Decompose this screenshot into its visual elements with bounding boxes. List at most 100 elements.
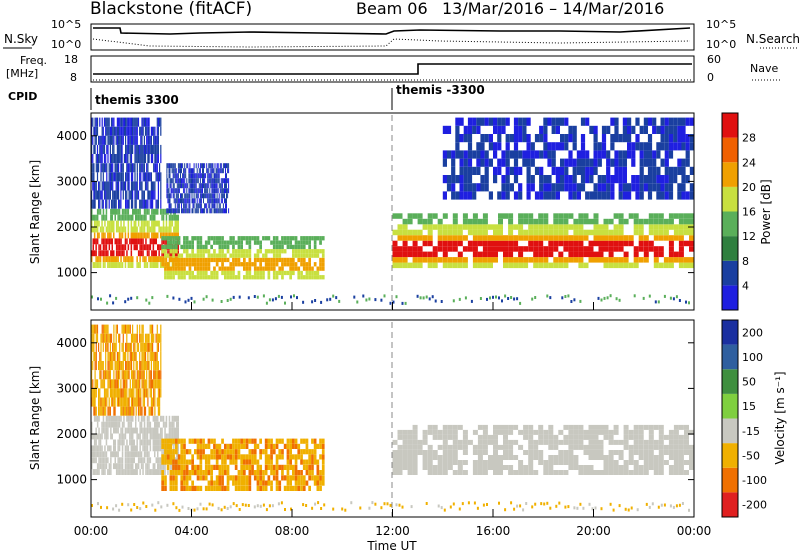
- band-2-cell: [294, 240, 298, 245]
- band-1-cell: [103, 324, 106, 334]
- band-3-cell: [472, 470, 478, 475]
- ground-scatter-cell: [534, 502, 537, 506]
- ground-scatter-cell: [112, 507, 115, 511]
- band-0-cell: [162, 232, 165, 239]
- band-0-cell: [173, 421, 175, 428]
- band-2-cell: [243, 464, 246, 470]
- band-4-cell: [533, 224, 539, 230]
- ground-scatter-cell: [570, 300, 573, 303]
- band-2-cell: [248, 459, 252, 465]
- band-3-cell: [623, 460, 629, 465]
- band-3-cell: [193, 188, 195, 194]
- band-3-cell: [503, 465, 508, 470]
- band-1-cell: [125, 199, 127, 209]
- band-3-cell: [613, 470, 619, 475]
- band-2-cell: [245, 266, 249, 271]
- band-5-cell: [618, 166, 623, 175]
- band-1-cell: [127, 199, 129, 209]
- band-2-cell: [161, 485, 164, 491]
- band-3-cell: [226, 163, 227, 169]
- band-0-cell: [114, 439, 116, 446]
- band-2-cell: [313, 480, 317, 486]
- band-1-cell: [135, 351, 137, 361]
- band-0-cell: [155, 220, 157, 227]
- band-3-cell: [200, 188, 202, 194]
- band-3-cell: [482, 460, 488, 465]
- band-0-cell: [146, 463, 149, 470]
- band-0-cell: [110, 427, 112, 434]
- band-4-cell: [447, 246, 453, 252]
- band-5-cell: [467, 191, 473, 200]
- band-3-cell: [658, 439, 664, 445]
- band-3-cell: [168, 163, 170, 169]
- band-3-cell: [220, 208, 222, 214]
- band-3-cell: [437, 455, 443, 460]
- colorbar-segment: [722, 418, 738, 444]
- colorbar-tick-label: -15: [742, 425, 760, 438]
- band-3-cell: [643, 424, 649, 430]
- band-1-cell: [125, 181, 127, 191]
- band-5-cell: [668, 142, 674, 151]
- search-label: N.Search: [746, 32, 800, 46]
- band-2-cell: [300, 454, 303, 460]
- band-3-cell: [613, 450, 619, 455]
- band-4-cell: [452, 235, 458, 241]
- freq-nave-panel: Freq. [MHz] 18 8 60 0 Nave: [6, 53, 780, 84]
- band-3-cell: [168, 198, 170, 204]
- band-5-cell: [455, 191, 460, 200]
- band-0-cell: [101, 469, 103, 475]
- colorbar-tick-label: 15: [742, 400, 756, 413]
- band-1-cell: [93, 163, 95, 173]
- band-4-cell: [548, 240, 554, 247]
- band-3-cell: [442, 424, 448, 430]
- band-1-cell: [116, 126, 118, 136]
- band-0-cell: [105, 244, 108, 251]
- band-1-cell: [96, 126, 99, 136]
- band-3-cell: [221, 208, 223, 214]
- band-1-cell: [157, 370, 159, 380]
- band-2-cell: [188, 449, 192, 455]
- band-0-cell: [93, 220, 96, 227]
- band-4-cell: [493, 229, 498, 236]
- band-2-cell: [221, 464, 224, 470]
- band-1-cell: [160, 126, 162, 136]
- band-3-cell: [167, 163, 169, 169]
- band-2-cell: [292, 438, 295, 444]
- band-5-cell: [618, 175, 623, 184]
- band-1-cell: [96, 379, 99, 389]
- ground-scatter-cell: [280, 295, 283, 299]
- band-3-cell: [548, 439, 554, 445]
- band-4-cell: [407, 246, 413, 252]
- band-5-cell: [681, 183, 686, 192]
- band-4-cell: [498, 224, 503, 230]
- band-5-cell: [606, 166, 611, 175]
- band-1-cell: [101, 406, 103, 416]
- band-1-cell: [135, 190, 137, 200]
- band-2-cell: [316, 485, 320, 491]
- band-1-cell: [112, 190, 114, 200]
- band-0-cell: [140, 463, 143, 470]
- band-3-cell: [198, 183, 200, 189]
- band-0-cell: [118, 214, 121, 221]
- band-1-cell: [142, 126, 144, 136]
- ground-scatter-cell: [151, 296, 154, 300]
- band-4-cell: [538, 235, 544, 241]
- band-3-cell: [191, 168, 193, 174]
- band-2-cell: [185, 470, 189, 476]
- band-2-cell: [240, 443, 243, 449]
- band-1-cell: [143, 379, 145, 389]
- band-3-cell: [447, 444, 453, 450]
- band-3-cell: [593, 439, 599, 445]
- ground-scatter-cell: [383, 502, 386, 506]
- band-3-cell: [226, 183, 227, 189]
- band-4-cell: [427, 251, 433, 258]
- band-3-cell: [653, 444, 659, 450]
- band-3-cell: [498, 429, 503, 435]
- band-0-cell: [121, 244, 124, 251]
- band-1-cell: [154, 397, 156, 407]
- band-3-cell: [548, 460, 554, 465]
- band-3-cell: [182, 183, 184, 189]
- band-4-cell: [648, 229, 654, 236]
- band-1-cell: [150, 351, 152, 361]
- band-0-cell: [140, 451, 143, 458]
